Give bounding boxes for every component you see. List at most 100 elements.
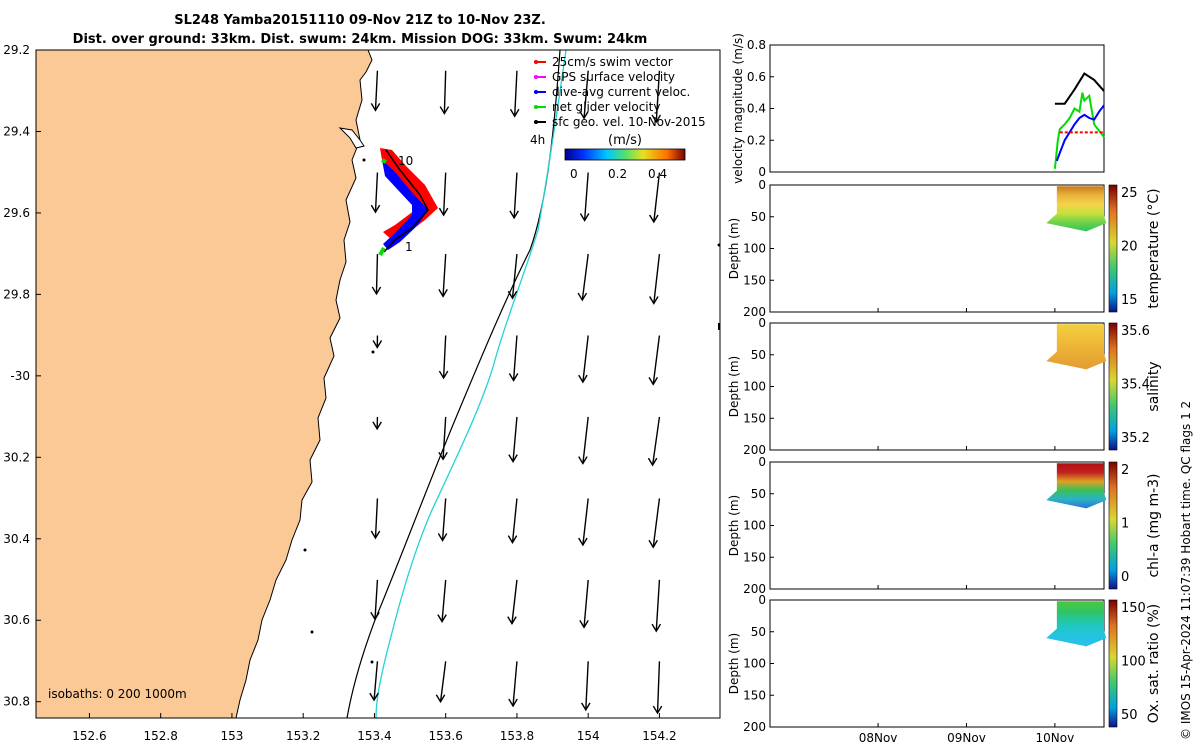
profile-ytick-label: 0 bbox=[758, 178, 766, 192]
colorbar-tick-label: 20 bbox=[1121, 240, 1138, 255]
sfc-vector bbox=[582, 335, 589, 383]
isobath-cyan bbox=[375, 49, 567, 719]
land-area bbox=[35, 49, 373, 719]
colorbar-tick-label: 2 bbox=[1121, 463, 1129, 478]
map-xtick-label: 153.4 bbox=[357, 729, 391, 743]
map-xtick-label: 154 bbox=[577, 729, 600, 743]
sfc-vector bbox=[652, 498, 661, 548]
sfc-vector-head bbox=[438, 289, 448, 298]
map-frame bbox=[35, 49, 721, 719]
sfc-vector-head bbox=[509, 108, 520, 118]
sfc-vector bbox=[651, 416, 661, 466]
title-line-1: SL248 Yamba20151110 09-Nov 21Z to 10-Nov… bbox=[174, 13, 546, 28]
sfc-vector bbox=[653, 172, 661, 223]
sfc-vector-head bbox=[647, 457, 658, 467]
map-ytick-label: 29.2 bbox=[3, 43, 30, 57]
sfc-vector bbox=[374, 498, 379, 539]
sfc-vector-head bbox=[648, 539, 659, 549]
velocity-panel-frame bbox=[769, 44, 1105, 173]
legend-label: dive-avg current veloc. bbox=[552, 85, 690, 99]
profile-panel-frame bbox=[769, 461, 1105, 590]
sfc-vector-head bbox=[507, 535, 518, 544]
profile-ylabel: Depth (m) bbox=[727, 356, 741, 417]
sfc-vector-head bbox=[581, 702, 591, 712]
sfc-vector-head bbox=[577, 292, 588, 302]
sfc-vector bbox=[442, 172, 447, 216]
velocity-ytick-label: 0.6 bbox=[747, 70, 766, 84]
island-dot bbox=[310, 630, 314, 634]
sfc-vector-head bbox=[437, 614, 447, 623]
sfc-vector bbox=[439, 661, 447, 702]
profile-colorbar bbox=[1108, 184, 1118, 313]
sfc-vector bbox=[655, 579, 661, 632]
colorbar-tick-label: 15 bbox=[1121, 293, 1138, 308]
sfc-vector-head bbox=[509, 210, 519, 220]
colorbar-4h-label: 4h bbox=[530, 133, 545, 147]
velocity-series-line bbox=[1053, 92, 1105, 169]
sfc-vector-head bbox=[438, 451, 448, 461]
sfc-vector-head bbox=[651, 114, 662, 124]
colorbar-tick: 0 bbox=[570, 167, 578, 181]
velocity-series-line bbox=[1054, 72, 1105, 105]
sfc-vector-head bbox=[438, 207, 449, 217]
sfc-vector bbox=[374, 70, 379, 111]
sfc-vector-head bbox=[651, 623, 662, 633]
profile-colorbar bbox=[1108, 461, 1118, 590]
map-xtick-label: 153.6 bbox=[429, 729, 463, 743]
sfc-vector bbox=[374, 172, 379, 213]
profile-ytick-label: 0 bbox=[758, 316, 766, 330]
profile-ytick-label: 100 bbox=[743, 519, 766, 533]
sfc-vector-head bbox=[652, 705, 663, 715]
sfc-vector-head bbox=[370, 204, 381, 214]
colorbar-label: Ox. sat. ratio (%) bbox=[1146, 604, 1162, 723]
velocity-ytick-label: 0 bbox=[758, 165, 766, 179]
legend-marker bbox=[534, 105, 538, 109]
velocity-ytick-label: 0.8 bbox=[747, 38, 766, 52]
profile-ytick-label: 200 bbox=[743, 720, 766, 734]
sfc-vector bbox=[582, 498, 589, 546]
sfc-vector bbox=[585, 661, 589, 710]
sfc-vector bbox=[373, 661, 379, 701]
sfc-vector bbox=[511, 253, 518, 299]
profile-ytick-label: 50 bbox=[751, 625, 766, 639]
profile-xtick-label: 09Nov bbox=[947, 731, 986, 745]
sfc-vector-head bbox=[370, 102, 381, 112]
dive-avg-ribbon bbox=[382, 160, 428, 250]
sfc-vector-head bbox=[579, 213, 590, 222]
sfc-vector bbox=[512, 335, 518, 381]
sfc-vector bbox=[443, 70, 447, 114]
colorbar-title: (m/s) bbox=[608, 133, 642, 148]
sfc-vector-head bbox=[508, 698, 518, 708]
map-xtick-label: 152.6 bbox=[72, 729, 106, 743]
map-ytick-label: -30 bbox=[10, 369, 30, 383]
profile-ytick-label: 100 bbox=[743, 242, 766, 256]
sfc-vector-head bbox=[437, 533, 448, 542]
sfc-vector bbox=[652, 335, 661, 385]
sfc-vector-head bbox=[649, 296, 659, 305]
velocity-ylabel: velocity magnitude (m/s) bbox=[731, 33, 745, 184]
profile-ytick-label: 100 bbox=[743, 380, 766, 394]
map-xtick-label: 153 bbox=[220, 729, 243, 743]
sfc-vector-head bbox=[579, 620, 589, 629]
map-ytick-label: 30.6 bbox=[3, 613, 30, 627]
sfc-vector-head bbox=[369, 692, 379, 702]
sfc-vector-head bbox=[371, 286, 382, 296]
map-ytick-label: 29.4 bbox=[3, 124, 30, 138]
sfc-vector bbox=[583, 579, 589, 628]
sfc-vector bbox=[442, 335, 447, 379]
sfc-vector bbox=[583, 70, 589, 119]
colorbar-label: salinity bbox=[1146, 361, 1162, 411]
sfc-vector bbox=[581, 253, 589, 301]
colorbar-tick: 0.2 bbox=[608, 167, 627, 181]
profile-xtick-label: 10Nov bbox=[1036, 731, 1075, 745]
sfc-vector bbox=[656, 661, 661, 714]
sfc-vector-head bbox=[648, 376, 659, 386]
sfc-vector-head bbox=[578, 537, 588, 547]
sfc-vector bbox=[442, 416, 447, 460]
legend-marker bbox=[534, 90, 538, 94]
profile-xtick-label: 08Nov bbox=[859, 731, 898, 745]
colorbar-tick-label: 25 bbox=[1121, 186, 1138, 201]
sfc-vector-head bbox=[649, 214, 659, 224]
sfc-vector bbox=[653, 253, 661, 304]
sfc-vector bbox=[583, 172, 589, 221]
